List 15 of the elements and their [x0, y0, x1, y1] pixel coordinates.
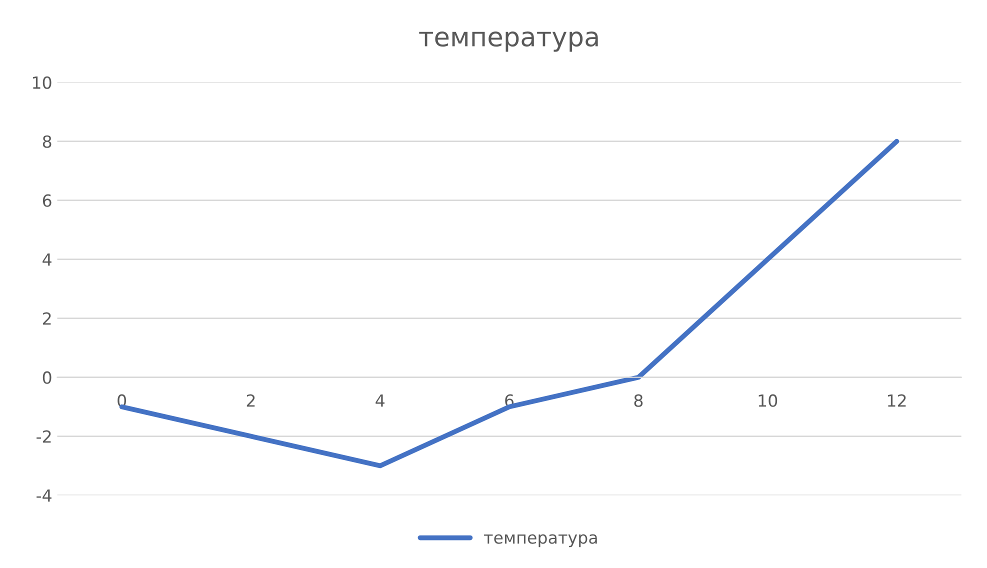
x-tick-label: 4 — [376, 394, 385, 407]
y-tick-label: 0 — [42, 371, 52, 384]
x-tick-label: 12 — [888, 394, 906, 407]
x-tick-label: 2 — [246, 394, 255, 407]
chart-title: температура — [419, 31, 598, 52]
y-tick-label: -2 — [36, 430, 51, 443]
legend-label: температура — [484, 534, 597, 548]
y-tick-label: 10 — [33, 76, 52, 89]
x-tick-label: 8 — [634, 394, 643, 407]
y-tick-label: -4 — [36, 489, 52, 502]
y-tick-label: 2 — [43, 312, 51, 325]
y-tick-label: 4 — [42, 254, 52, 266]
x-tick-label: 10 — [758, 394, 778, 407]
y-tick-label: 6 — [42, 194, 52, 207]
y-tick-label: 8 — [42, 135, 52, 148]
